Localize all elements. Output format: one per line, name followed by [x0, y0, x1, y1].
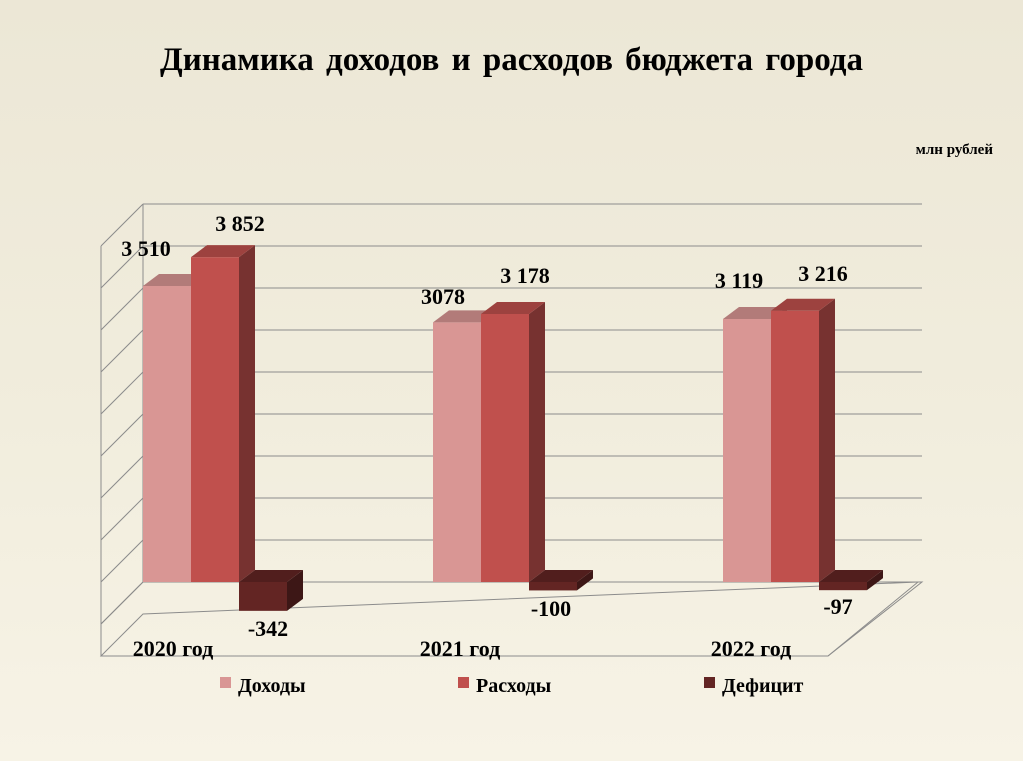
bar-дефицит-2	[819, 582, 867, 591]
side-wall-line	[100, 287, 144, 331]
legend-label: Дефицит	[722, 675, 804, 697]
bar-доходы-0	[143, 286, 191, 582]
bar-дефицит-1-side	[577, 570, 593, 591]
unit-label: млн рублей	[915, 142, 993, 158]
data-label: -100	[531, 596, 571, 621]
bar-расходы-2	[771, 310, 819, 582]
chart-title: Динамика доходов и расходов бюджета горо…	[160, 42, 863, 78]
floor-left-edge	[100, 581, 144, 625]
side-wall-line	[100, 539, 144, 583]
data-label: -342	[248, 616, 288, 641]
bar-расходы-1-side	[529, 301, 545, 582]
bar-дефицит-1-top	[529, 570, 593, 582]
side-wall-line	[100, 413, 144, 457]
data-label: 3 510	[121, 236, 171, 261]
side-wall-line	[100, 329, 144, 373]
side-wall-line	[100, 203, 144, 247]
bar-дефицит-2-side	[867, 570, 883, 591]
data-label: 3 852	[215, 211, 265, 236]
bar-дефицит-2-top	[819, 570, 883, 582]
side-wall-line	[100, 371, 144, 415]
bar-дефицит-1	[529, 582, 577, 591]
bar-расходы-2-side	[819, 298, 835, 582]
bar-дефицит-0-top	[239, 570, 303, 582]
bar-доходы-1	[433, 322, 481, 582]
data-label: 3 178	[500, 263, 550, 288]
bar-расходы-0-top	[191, 245, 255, 258]
side-wall-line	[100, 455, 144, 499]
legend-swatch	[220, 677, 231, 688]
floor-plane	[99, 581, 924, 657]
data-label: 3 119	[715, 268, 763, 293]
legend-swatch	[458, 677, 469, 688]
side-wall-line	[100, 497, 144, 541]
floor-right-edge	[827, 581, 919, 657]
data-label: -97	[823, 594, 852, 619]
bar-расходы-1	[481, 313, 529, 582]
side-wall-line	[100, 245, 144, 289]
bar-дефицит-0	[239, 582, 287, 611]
bar-расходы-0	[191, 257, 239, 582]
category-label: 2021 год	[420, 636, 500, 661]
data-label: 3 216	[798, 261, 848, 286]
data-label: 3078	[421, 284, 465, 309]
bar-доходы-2	[723, 318, 771, 582]
bar-расходы-0-side	[239, 245, 255, 582]
bar-расходы-1-top	[481, 301, 545, 314]
legend-label: Расходы	[476, 675, 552, 697]
legend-label: Доходы	[238, 675, 306, 697]
bar-расходы-2-top	[771, 298, 835, 311]
category-label: 2022 год	[711, 636, 791, 661]
category-label: 2020 год	[133, 636, 213, 661]
bar-дефицит-0-side	[287, 570, 303, 611]
legend-swatch	[704, 677, 715, 688]
